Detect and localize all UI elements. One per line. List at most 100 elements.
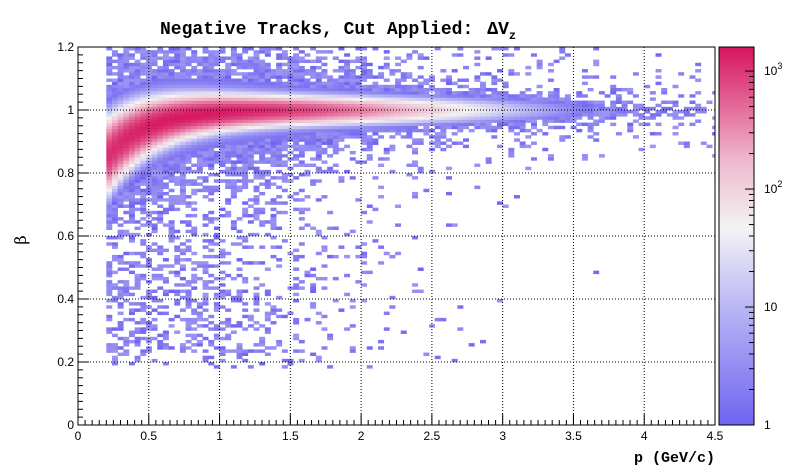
heatmap-cell [485,113,492,117]
heatmap-cell [191,251,198,256]
heatmap-cell [502,116,509,120]
heatmap-cell [530,100,537,104]
heatmap-cell [383,327,390,331]
heatmap-cell [111,94,118,98]
heatmap-cell [208,62,215,67]
heatmap-cell [310,110,317,114]
heatmap-cell [168,270,175,275]
heatmap-cell [355,198,362,202]
heatmap-cell [219,154,226,158]
heatmap-cell [123,65,130,70]
heatmap-cell [281,365,288,369]
heatmap-cell [242,213,249,218]
heatmap-cell [117,97,124,101]
heatmap-cell [111,125,118,130]
heatmap-cell [185,305,192,309]
heatmap-cell [530,116,537,120]
heatmap-cell [570,116,577,120]
heatmap-cell [111,182,118,186]
heatmap-cell [106,289,113,293]
heatmap-cell [185,169,192,174]
heatmap-cell [412,191,419,196]
heatmap-cell [508,72,515,76]
heatmap-cell [344,110,351,114]
heatmap-cell [366,119,373,123]
heatmap-cell [225,185,232,190]
heatmap-cell [213,78,220,82]
heatmap-cell [140,65,147,70]
heatmap-cell [395,91,402,95]
heatmap-cell [315,75,322,79]
heatmap-cell [106,56,113,60]
heatmap-cell [151,113,158,117]
heatmap-cell [270,182,277,186]
heatmap-cell [423,78,430,82]
heatmap-cell [134,251,141,256]
heatmap-cell [400,122,407,127]
heatmap-cell [151,56,158,60]
heatmap-cell [525,113,532,117]
heatmap-cell [570,125,577,130]
heatmap-cell [185,78,192,82]
heatmap-cell [264,62,271,67]
heatmap-cell [615,97,622,101]
heatmap-cell [123,100,130,104]
heatmap-cell [247,103,254,108]
heatmap-cell [457,97,464,101]
heatmap-cell [683,113,690,117]
heatmap-cell [111,87,118,92]
heatmap-cell [111,198,118,202]
heatmap-cell [185,239,192,243]
heatmap-cell [111,72,118,76]
heatmap-cell [242,236,249,240]
heatmap-cell [117,191,124,196]
heatmap-cell [395,223,402,227]
heatmap-cell [179,251,186,256]
heatmap-cell [191,311,198,316]
heatmap-cell [157,91,164,95]
heatmap-cell [202,47,209,51]
heatmap-cell [151,185,158,190]
heatmap-cell [230,78,237,82]
heatmap-cell [191,128,198,133]
heatmap-cell [389,106,396,111]
heatmap-cell [123,163,130,167]
heatmap-cell [230,188,237,193]
heatmap-cell [179,317,186,322]
heatmap-cell [111,116,118,120]
heatmap-cell [553,94,560,98]
heatmap-cell [378,100,385,104]
heatmap-cell [157,78,164,82]
heatmap-cell [287,179,294,183]
heatmap-cell [106,314,113,319]
heatmap-cell [134,69,141,73]
heatmap-cell [412,50,419,54]
heatmap-cell [468,128,475,133]
heatmap-cell [157,132,164,136]
heatmap-cell [649,116,656,120]
heatmap-cell [117,321,124,325]
heatmap-cell [542,119,549,123]
heatmap-cell [264,100,271,104]
heatmap-cell [570,106,577,111]
heatmap-cell [264,69,271,73]
heatmap-cell [128,110,135,114]
heatmap-cell [236,169,243,174]
heatmap-cell [191,267,198,271]
heatmap-cell [236,289,243,293]
heatmap-cell [259,94,266,98]
heatmap-cell [259,144,266,149]
heatmap-cell [174,261,181,265]
heatmap-cell [587,75,594,79]
heatmap-cell [242,75,249,79]
heatmap-cell [327,113,334,117]
heatmap-cell [247,245,254,249]
heatmap-cell [310,138,317,142]
heatmap-cell [349,97,356,101]
heatmap-cell [446,176,452,180]
heatmap-cell [236,138,243,142]
heatmap-cell [508,150,515,155]
heatmap-cell [134,78,141,82]
heatmap-cell [587,103,594,108]
heatmap-cell [547,110,554,114]
